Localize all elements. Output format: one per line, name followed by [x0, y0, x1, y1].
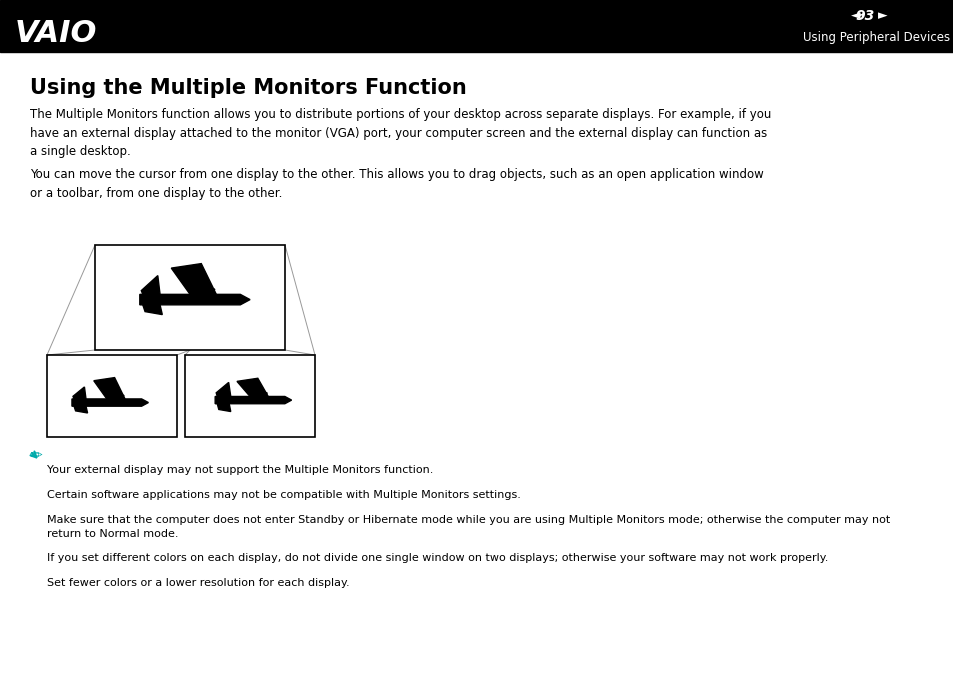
Bar	[95, 245, 285, 350]
Text: If you set different colors on each display, do not divide one single window on : If you set different colors on each disp…	[47, 553, 827, 563]
Text: 93: 93	[855, 9, 874, 23]
Polygon shape	[143, 305, 162, 315]
Polygon shape	[253, 393, 267, 396]
Polygon shape	[71, 399, 149, 406]
Text: ►: ►	[877, 9, 886, 22]
Polygon shape	[74, 406, 88, 413]
Polygon shape	[141, 276, 160, 295]
Bar	[0, 0, 953, 52]
Text: You can move the cursor from one display to the other. This allows you to drag o: You can move the cursor from one display…	[30, 168, 763, 200]
Polygon shape	[236, 378, 268, 396]
Text: ◄: ◄	[850, 9, 860, 22]
Polygon shape	[216, 382, 231, 396]
Text: Using the Multiple Monitors Function: Using the Multiple Monitors Function	[30, 78, 466, 98]
Polygon shape	[215, 396, 292, 404]
Text: Make sure that the computer does not enter Standby or Hibernate mode while you a: Make sure that the computer does not ent…	[47, 515, 889, 539]
Text: VAIO: VAIO	[15, 18, 97, 47]
Polygon shape	[93, 377, 125, 399]
Text: Your external display may not support the Multiple Monitors function.: Your external display may not support th…	[47, 465, 433, 475]
Polygon shape	[195, 289, 214, 295]
Text: Set fewer colors or a lower resolution for each display.: Set fewer colors or a lower resolution f…	[47, 578, 349, 588]
Polygon shape	[73, 387, 86, 399]
Polygon shape	[140, 295, 250, 305]
Text: ✏: ✏	[30, 448, 43, 463]
Polygon shape	[217, 404, 231, 412]
Text: The Multiple Monitors function allows you to distribute portions of your desktop: The Multiple Monitors function allows yo…	[30, 108, 771, 158]
Bar	[47, 355, 177, 437]
Text: Certain software applications may not be compatible with Multiple Monitors setti: Certain software applications may not be…	[47, 490, 520, 500]
Polygon shape	[172, 264, 216, 295]
Bar	[185, 355, 314, 437]
Polygon shape	[111, 395, 124, 399]
Text: Using Peripheral Devices: Using Peripheral Devices	[802, 32, 949, 44]
